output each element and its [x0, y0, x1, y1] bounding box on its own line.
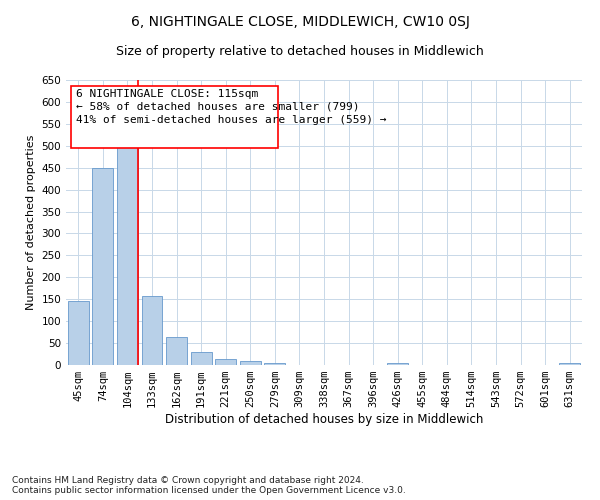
Bar: [117, 142, 138, 365]
X-axis label: Distribution of detached houses by size in Middlewich: Distribution of detached houses by size …: [165, 413, 483, 426]
Bar: [166, 336, 187, 365]
Bar: [559, 363, 580, 365]
FancyBboxPatch shape: [71, 86, 278, 148]
Bar: [92, 168, 113, 365]
Text: Contains HM Land Registry data © Crown copyright and database right 2024.
Contai: Contains HM Land Registry data © Crown c…: [12, 476, 406, 495]
Bar: [215, 360, 236, 365]
Text: 6 NIGHTINGALE CLOSE: 115sqm
← 58% of detached houses are smaller (799)
41% of se: 6 NIGHTINGALE CLOSE: 115sqm ← 58% of det…: [76, 88, 387, 125]
Text: Size of property relative to detached houses in Middlewich: Size of property relative to detached ho…: [116, 45, 484, 58]
Bar: [265, 363, 286, 365]
Bar: [240, 362, 261, 365]
Bar: [191, 352, 212, 365]
Bar: [68, 302, 89, 365]
Bar: [387, 363, 408, 365]
Bar: [142, 296, 163, 365]
Y-axis label: Number of detached properties: Number of detached properties: [26, 135, 36, 310]
Text: 6, NIGHTINGALE CLOSE, MIDDLEWICH, CW10 0SJ: 6, NIGHTINGALE CLOSE, MIDDLEWICH, CW10 0…: [131, 15, 469, 29]
